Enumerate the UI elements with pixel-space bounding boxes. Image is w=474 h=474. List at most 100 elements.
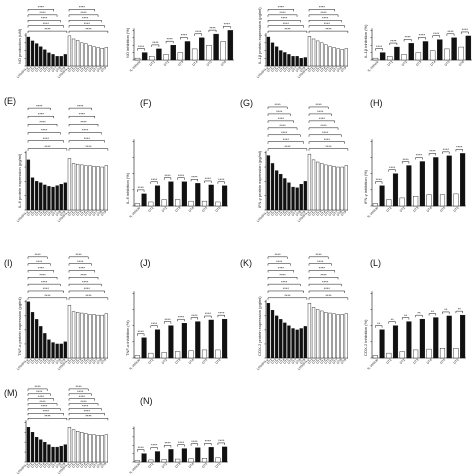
x-tick-label: DT5 — [84, 358, 91, 365]
x-tick-label: DT5 — [324, 66, 331, 73]
significance-stars: **** — [34, 384, 41, 389]
bar — [307, 153, 312, 211]
x-tick-label: DT4 — [38, 462, 45, 469]
bar — [39, 439, 43, 463]
x-tick-label: DT7 — [51, 210, 58, 217]
bar — [392, 325, 399, 359]
significance-bracket — [267, 277, 298, 280]
significance-bracket — [165, 40, 174, 44]
bar — [175, 351, 181, 359]
x-tick-label: DT2 — [399, 206, 406, 213]
x-tick-label: DT8 — [96, 66, 103, 73]
bar — [148, 201, 154, 207]
x-tick-label: DT2 — [71, 358, 78, 365]
x-tick-label: DT5 — [201, 358, 208, 365]
x-tick-label: DT1 — [307, 358, 314, 365]
significance-bracket — [27, 393, 51, 396]
significance-stars: **** — [41, 15, 48, 20]
x-tick-label: DT6 — [47, 210, 54, 217]
significance-bracket — [68, 25, 105, 28]
x-tick-label: DT1 — [26, 462, 33, 469]
significance-bracket — [27, 115, 55, 119]
x-tick-label: DT5 — [444, 60, 451, 67]
bar — [47, 444, 51, 463]
x-tick-label: DT6 — [215, 462, 222, 469]
significance-stars: ** — [404, 313, 408, 318]
significance-stars: **** — [43, 409, 50, 414]
bar — [100, 314, 104, 359]
significance-bracket — [163, 321, 172, 324]
bar-chart-panel: IL-1β inhibition (%) **** **** **** **** ****… — [363, 24, 472, 73]
bar — [270, 310, 275, 359]
x-tick-label: DT2 — [30, 358, 37, 365]
bar — [222, 318, 228, 359]
significance-stars: **** — [320, 10, 327, 15]
y-axis-label: IL-1β protein expression (pg/ml) — [257, 7, 262, 64]
significance-stars: **** — [389, 165, 396, 170]
x-tick-label: DT8 — [96, 358, 103, 365]
x-tick-label: DT8 — [336, 358, 343, 365]
bar — [275, 170, 279, 211]
bar — [104, 313, 108, 359]
significance-stars: ** — [391, 317, 395, 322]
x-tick-label: DT3 — [315, 210, 322, 217]
bar — [30, 40, 35, 67]
significance-stars: **** — [276, 259, 283, 264]
x-tick-label: DT2 — [71, 66, 78, 73]
x-tick-label: DT6 — [287, 66, 294, 73]
bar — [35, 181, 39, 211]
significance-stars: **** — [164, 317, 171, 322]
x-tick-label: DT8 — [336, 210, 343, 217]
significance-bracket — [308, 263, 332, 266]
x-tick-label: DT6 — [88, 210, 95, 217]
significance-bracket — [190, 317, 199, 320]
x-tick-label: DT9 — [299, 66, 306, 73]
significance-bracket — [222, 26, 231, 29]
significance-bracket — [27, 25, 64, 28]
significance-stars: **** — [419, 33, 426, 38]
significance-bracket — [446, 33, 455, 36]
x-tick-label: DT1 — [385, 358, 392, 365]
significance-stars: **** — [320, 273, 327, 278]
bar — [460, 153, 466, 207]
significance-bracket — [68, 270, 96, 273]
x-tick-label: DT2 — [71, 210, 78, 217]
significance-bracket — [308, 30, 349, 34]
x-tick-label: DT9 — [299, 358, 306, 365]
significance-stars: **** — [456, 145, 463, 150]
x-tick-label: DT6 — [287, 210, 294, 217]
significance-stars: **** — [283, 286, 290, 291]
bar — [401, 54, 407, 61]
x-tick-label: DT4 — [38, 358, 45, 365]
bar — [188, 200, 194, 207]
significance-bracket — [308, 283, 342, 287]
significance-bracket — [375, 325, 383, 328]
panel-letter: (E) — [4, 96, 16, 106]
x-tick-label: DT4 — [278, 66, 285, 73]
significance-stars: **** — [41, 404, 48, 409]
x-tick-label: DT9 — [299, 210, 306, 217]
significance-stars: **** — [281, 279, 288, 284]
x-tick-label: DT1 — [266, 66, 273, 73]
x-tick-label: DT8 — [55, 462, 62, 469]
bar — [465, 35, 472, 61]
bar — [451, 37, 457, 61]
x-tick-label: DT4 — [191, 60, 198, 67]
bar — [39, 46, 43, 67]
panel-letter: (L) — [370, 258, 381, 268]
x-tick-label: DT7 — [332, 358, 339, 365]
bar — [295, 187, 299, 211]
significance-bracket — [163, 445, 172, 448]
significance-stars: ** — [417, 310, 421, 315]
x-tick-label: DT4 — [426, 358, 433, 365]
significance-bracket — [27, 107, 51, 111]
x-tick-label: DT1 — [26, 66, 33, 73]
bar — [270, 42, 275, 67]
bar — [154, 185, 161, 207]
significance-stars: **** — [167, 36, 174, 41]
significance-bracket — [401, 161, 410, 164]
significance-bracket — [217, 442, 225, 445]
panel-letter: (K) — [240, 258, 252, 268]
significance-stars: **** — [191, 175, 198, 180]
x-tick-label: DT2 — [30, 462, 37, 469]
